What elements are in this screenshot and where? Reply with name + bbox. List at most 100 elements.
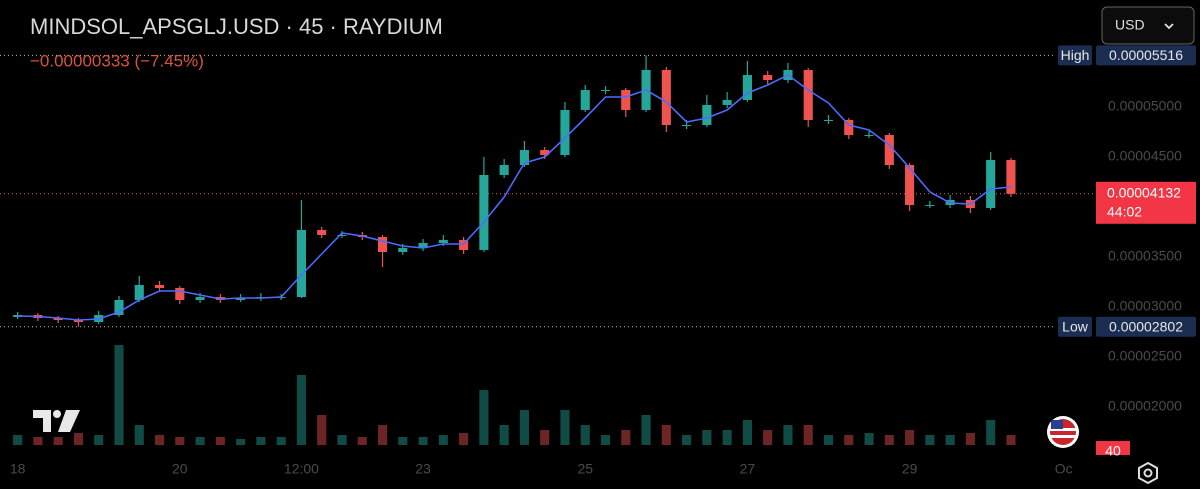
x-tick-label: 27 <box>740 461 756 477</box>
volume-bar <box>905 430 915 445</box>
candle-body <box>398 248 408 252</box>
marker-value: 0.00002802 <box>1109 319 1183 335</box>
last-price-box <box>1096 181 1196 224</box>
volume-bar <box>661 425 671 445</box>
change-text: −0.00000333 (−7.45%) <box>30 51 204 70</box>
volume-bar <box>682 435 692 445</box>
volume-bar <box>134 425 144 445</box>
y-tick-label: 0.00002000 <box>1108 398 1182 414</box>
y-tick-label: 0.00005000 <box>1108 98 1182 114</box>
volume-bar <box>945 435 955 445</box>
flag-icon[interactable] <box>1047 416 1079 448</box>
marker-value-box <box>1096 316 1196 337</box>
flag-canton[interactable] <box>1051 420 1063 429</box>
candle-body <box>742 75 752 100</box>
candle-body <box>519 150 529 165</box>
volume-bar <box>702 430 712 445</box>
marker-name: High <box>1061 47 1090 63</box>
volume-bar <box>479 390 489 445</box>
candle-body <box>337 235 347 236</box>
candle-body <box>702 105 712 125</box>
x-tick-label: 18 <box>10 461 26 477</box>
volume-bar <box>337 435 347 445</box>
volume-bar <box>13 435 23 445</box>
candle-body <box>925 205 935 206</box>
volume-bar <box>580 425 590 445</box>
volume-bar <box>438 435 448 445</box>
flag-stripe[interactable] <box>1050 428 1076 431</box>
candle-body <box>823 120 834 121</box>
volume-bar <box>276 437 286 445</box>
currency-select[interactable] <box>1101 6 1195 45</box>
candle-body <box>418 243 428 248</box>
logo-part <box>53 410 61 418</box>
volume-bar <box>600 435 611 445</box>
candle-body <box>377 237 388 252</box>
dropdown-caret[interactable] <box>1164 23 1174 30</box>
y-tick-label: 0.00003500 <box>1108 248 1182 264</box>
volume-bar <box>560 410 570 445</box>
grid-layer: 0.00005000 0.00004500 0.00003500 0.00003000… <box>0 54 1182 477</box>
volume-bar <box>884 435 894 445</box>
candle-body <box>844 120 854 135</box>
volume-bar <box>215 437 225 445</box>
volume-bar <box>459 433 469 445</box>
candle-body <box>134 285 144 300</box>
x-tick-label: 20 <box>172 461 188 477</box>
flag-stripe[interactable] <box>1050 435 1076 438</box>
plot-layer <box>13 55 1016 445</box>
candle-body <box>53 318 63 320</box>
candle-body <box>884 135 894 165</box>
volume-bar <box>398 437 408 445</box>
candle-body <box>175 288 185 300</box>
last-price-value: 0.00004132 <box>1107 185 1181 201</box>
volume-bar <box>499 425 509 445</box>
candle-body <box>459 240 469 250</box>
candle-body <box>580 90 590 110</box>
volume-bar <box>540 430 550 445</box>
candle-body <box>114 300 124 315</box>
settings-hex[interactable] <box>1138 461 1158 485</box>
logo-part <box>58 410 80 432</box>
candle-body <box>317 230 327 235</box>
marker-name-box <box>1058 316 1092 337</box>
volume-bar <box>783 425 793 445</box>
volume-bar <box>236 439 246 445</box>
volume-bar <box>986 420 996 445</box>
candle-body <box>722 100 732 105</box>
x-tick-label: 12:00 <box>284 461 319 477</box>
candle-body <box>803 70 813 120</box>
volume-bar <box>722 430 732 445</box>
settings-dot[interactable] <box>1143 468 1153 478</box>
volume-bar <box>844 435 854 445</box>
candle-body <box>600 90 611 91</box>
candle-body <box>986 160 996 208</box>
volume-bar <box>925 435 935 445</box>
volume-bar <box>33 437 43 445</box>
volume-tag: 40 <box>1105 443 1121 459</box>
logo-part <box>33 410 51 432</box>
marker-name-box <box>1058 45 1092 66</box>
marker-value: 0.00005516 <box>1109 47 1183 63</box>
countdown: 44:02 <box>1107 204 1142 220</box>
x-tick-label: Oc <box>1055 461 1073 477</box>
volume-bar <box>1006 435 1016 445</box>
volume-bar <box>296 375 306 445</box>
candle-body <box>73 320 84 322</box>
currency-label[interactable]: USD <box>1115 17 1145 33</box>
marker-name: Low <box>1062 319 1089 335</box>
volume-bar <box>803 425 813 445</box>
volume-bar <box>742 420 752 445</box>
volume-bar <box>965 433 975 445</box>
candle-body <box>540 150 550 155</box>
y-tick-label: 0.00003000 <box>1108 298 1182 314</box>
volume-bar <box>256 437 266 445</box>
volume-bar <box>195 437 205 445</box>
candle-body <box>560 110 570 155</box>
settings-icon[interactable] <box>1138 461 1158 485</box>
candle-body <box>154 285 165 288</box>
y-tick-label: 0.00004500 <box>1108 148 1182 164</box>
volume-bar <box>519 410 529 445</box>
